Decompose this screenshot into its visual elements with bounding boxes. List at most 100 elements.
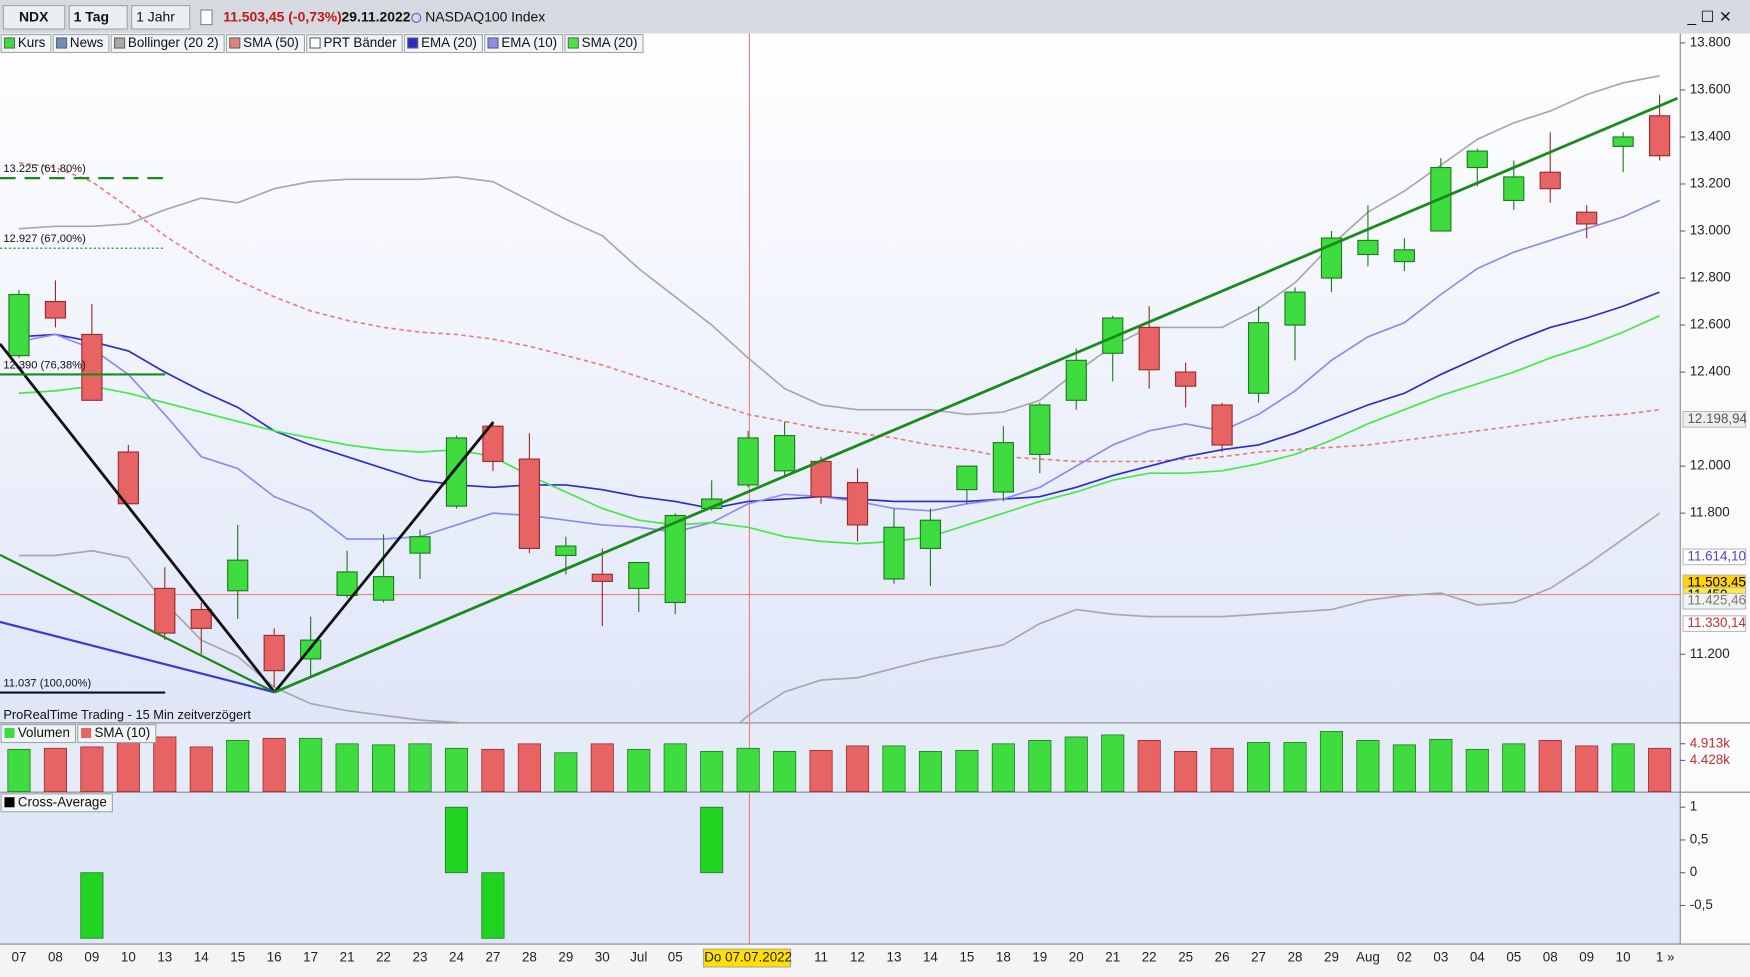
price-label: 11.330,14 <box>1688 615 1747 630</box>
bar <box>80 872 104 939</box>
candle-body <box>190 609 212 629</box>
bar <box>590 743 614 793</box>
bar <box>444 747 469 793</box>
price-label-bg <box>1682 592 1747 610</box>
legend-item[interactable]: Volumen <box>0 724 77 744</box>
drawings <box>0 96 1678 694</box>
x-tick-label: 05 <box>668 950 683 965</box>
legend-swatch <box>4 728 15 739</box>
bar <box>882 745 906 793</box>
x-tick-label: 30 <box>595 950 610 965</box>
fib-label: 12.390 (76,38%) <box>3 359 86 371</box>
range[interactable]: 1 Jahr <box>136 9 175 25</box>
legend-label: EMA (10) <box>501 35 557 50</box>
x-tick-label: 20 <box>1069 950 1084 965</box>
legend-item[interactable]: EMA (20) <box>403 34 483 54</box>
bar <box>43 747 67 793</box>
bar <box>918 751 942 793</box>
legend-item[interactable]: SMA (20) <box>564 34 644 54</box>
range-box[interactable] <box>131 5 191 30</box>
legend-label: EMA (20) <box>421 35 477 50</box>
x-tick-label: 1 <box>1656 950 1663 965</box>
candle-body <box>591 573 613 582</box>
x-tick-label: 28 <box>522 950 537 965</box>
fib-label: 13.225 (61,80%) <box>3 163 86 175</box>
legend-swatch <box>55 37 68 49</box>
x-tick-label: 05 <box>1506 950 1521 965</box>
bar <box>627 748 651 793</box>
legend-item[interactable]: EMA (10) <box>484 34 564 54</box>
y-tick-label: 13.800 <box>1690 34 1731 49</box>
legend-item[interactable]: SMA (50) <box>225 34 306 54</box>
cursor-date-bg <box>702 948 792 968</box>
legend-item[interactable]: PRT Bänder <box>306 34 403 54</box>
legend-item[interactable]: Kurs <box>0 34 52 54</box>
symbol[interactable]: NDX <box>19 9 49 25</box>
x-tick-label: 28 <box>1288 950 1303 965</box>
y-tick-label: -0,5 <box>1690 897 1713 912</box>
legend-item[interactable]: SMA (10) <box>77 724 157 744</box>
bar <box>444 806 469 874</box>
bar <box>1137 740 1161 793</box>
info-icon[interactable] <box>200 9 213 26</box>
x-tick-label: 29 <box>1324 950 1339 965</box>
fib-label: 12.927 (67,00%) <box>3 233 86 245</box>
candle-body <box>482 425 504 462</box>
y-tick-label: 0 <box>1690 864 1697 879</box>
bar <box>299 737 323 793</box>
trend-line <box>0 343 276 694</box>
candle-body <box>445 437 468 507</box>
legend-chip <box>0 724 77 744</box>
bar <box>736 747 760 793</box>
candle-body <box>1539 171 1561 190</box>
bar <box>1611 743 1635 793</box>
candle-body <box>518 458 540 549</box>
bar <box>262 737 286 793</box>
x-tick-label: 08 <box>1543 950 1558 965</box>
x-tick-label: 23 <box>413 950 428 965</box>
price-label-bg <box>1682 548 1747 566</box>
legend-swatch <box>567 37 579 49</box>
date: 29.11.2022 <box>342 9 411 25</box>
y-tick-label: 12.000 <box>1690 458 1731 473</box>
bar <box>1575 745 1599 793</box>
toolbar <box>0 0 1750 34</box>
bar <box>7 748 31 793</box>
x-tick-label: 27 <box>1251 950 1266 965</box>
bar <box>1064 736 1088 793</box>
price-label: 12.198,94 <box>1688 411 1748 426</box>
x-tick-label: 21 <box>340 950 355 965</box>
legend-item[interactable]: Bollinger (20 2) <box>110 34 225 54</box>
legend-swatch <box>113 37 126 49</box>
indicator-line <box>18 199 1660 540</box>
symbol-box[interactable] <box>2 5 66 30</box>
period-box[interactable] <box>68 5 128 30</box>
bar <box>481 872 505 939</box>
bar <box>1283 742 1307 793</box>
indicator-line <box>18 74 1660 416</box>
y-tick-label: 13.000 <box>1690 223 1731 238</box>
x-tick-label: 29 <box>558 950 573 965</box>
price-label: 11.503,45 <box>1688 574 1747 589</box>
legend-chip <box>110 34 225 54</box>
candle-body <box>956 465 978 491</box>
x-tick-label: 09 <box>1579 950 1594 965</box>
bar <box>116 741 140 793</box>
x-tick-label: Do 07.07.2022 <box>704 950 792 965</box>
candle-body <box>555 545 577 557</box>
bar <box>773 751 797 793</box>
legend-item[interactable]: Cross-Average <box>0 793 113 813</box>
x-tick-label: 08 <box>48 950 63 965</box>
bar <box>991 743 1015 793</box>
y-tick-label: 4.428k <box>1690 752 1730 767</box>
legend-item[interactable]: News <box>52 34 110 54</box>
legend-label: Cross-Average <box>18 794 107 809</box>
legend-label: SMA (10) <box>94 725 150 740</box>
x-tick-label: 16 <box>267 950 282 965</box>
window-controls[interactable]: _ ☐ ✕ <box>1687 9 1732 26</box>
period[interactable]: 1 Tag <box>74 9 109 25</box>
x-tick-label: Aug <box>1356 950 1380 965</box>
price-plot <box>8 74 1671 723</box>
candle-body <box>8 293 30 357</box>
